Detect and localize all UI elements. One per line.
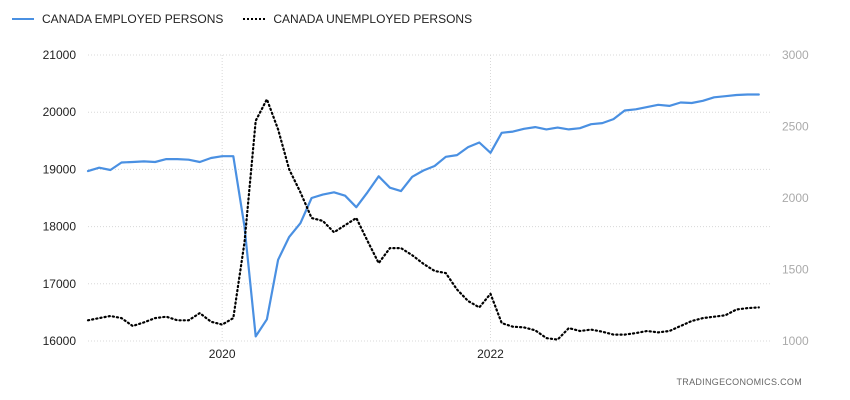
y-right-tick-label: 2500 — [782, 120, 809, 134]
y-left-tick-label: 17000 — [43, 277, 77, 291]
watermark: TRADINGECONOMICS.COM — [676, 377, 802, 387]
legend-swatch-employed — [12, 18, 34, 20]
y-left-tick-label: 19000 — [43, 162, 77, 176]
legend-label-employed: CANADA EMPLOYED PERSONS — [42, 12, 224, 26]
y-left-tick-label: 16000 — [43, 334, 77, 348]
y-left-tick-label: 20000 — [43, 105, 77, 119]
legend-item-employed[interactable]: CANADA EMPLOYED PERSONS — [12, 12, 223, 26]
chart-legend: CANADA EMPLOYED PERSONS CANADA UNEMPLOYE… — [12, 12, 472, 26]
x-tick-label: 2020 — [209, 347, 236, 361]
series-line-unemployed — [86, 98, 760, 341]
series-line-employed — [86, 93, 760, 338]
y-left-tick-label: 21000 — [43, 48, 77, 62]
x-tick-label: 2022 — [477, 347, 504, 361]
y-right-tick-label: 3000 — [782, 48, 809, 62]
y-right-tick-label: 1000 — [782, 334, 809, 348]
y-right-tick-label: 2000 — [782, 191, 809, 205]
y-left-tick-label: 18000 — [43, 220, 77, 234]
y-right-tick-label: 1500 — [782, 263, 809, 277]
legend-swatch-unemployed — [243, 18, 266, 20]
legend-label-unemployed: CANADA UNEMPLOYED PERSONS — [273, 12, 473, 26]
legend-item-unemployed[interactable]: CANADA UNEMPLOYED PERSONS — [243, 12, 472, 26]
